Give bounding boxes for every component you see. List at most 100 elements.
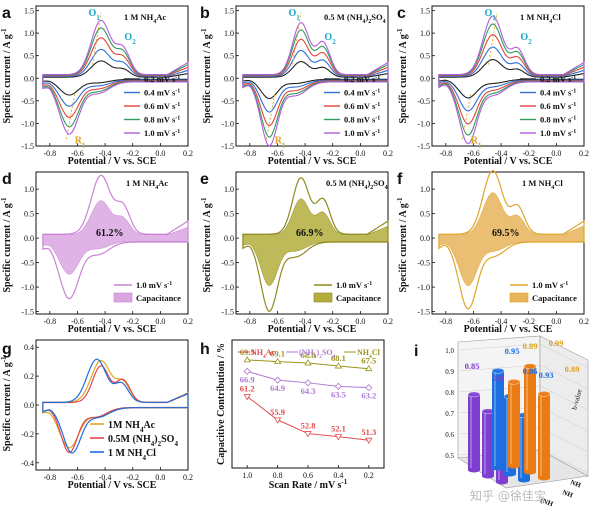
bar-value-label: 0.85	[465, 361, 480, 371]
text-span: (NH	[299, 348, 314, 357]
text-span: 4	[174, 440, 178, 448]
capacitance-percentage: 66.9%	[296, 228, 324, 239]
text-span: Ac	[158, 178, 168, 188]
x-axis-title: Potential / V vs. SCE	[464, 156, 553, 167]
cylinder-base	[496, 479, 508, 485]
text-span: -1	[396, 28, 404, 34]
legend-label: 1M NH4Ac	[108, 420, 156, 434]
bar-value-label: 0.93	[539, 370, 554, 380]
text-span: Cl	[552, 12, 561, 22]
data-label: 51.3	[361, 427, 376, 437]
data-label: 64.3	[301, 386, 316, 396]
x-tick-label: -0.6	[271, 317, 284, 326]
x-tick-label: -0.6	[71, 473, 84, 482]
capacitive-contribution-panel: 1.0 0.8 0.6 0.4 0.2 61.2 55.9 52.8 52.1 51.3 66.9 6…	[231, 339, 385, 480]
y-tick-label: -1.0	[417, 119, 430, 128]
panel-letter: a	[2, 5, 11, 22]
text-span: 4	[385, 185, 388, 191]
data-label: 52.1	[331, 424, 346, 434]
text-span: -1	[571, 102, 576, 108]
x-tick-label: 0.2	[364, 471, 374, 480]
x-axis-title: Potential / V vs. SCE	[68, 156, 157, 167]
cylinder-base	[492, 465, 504, 471]
text-span: 0.2 mV s	[540, 74, 572, 84]
text-span: O	[289, 8, 297, 19]
text-span: )	[154, 434, 157, 445]
y-tick-label: 0.0	[420, 234, 430, 243]
text-span: Cl	[554, 178, 563, 188]
data-point	[304, 379, 312, 387]
x-tick-label: -0.8	[43, 473, 56, 482]
y-tick-label: 0.0	[420, 74, 430, 83]
text-span: 1	[282, 142, 286, 150]
bar-value-label: 0.89	[565, 364, 580, 374]
text-span: 4	[383, 19, 386, 25]
y-tick-label: -1.5	[221, 308, 234, 317]
data-point	[243, 367, 251, 375]
cylinder-body	[492, 370, 504, 468]
cv-series-line	[42, 358, 189, 454]
cv-panel-g: -0.8 -0.6 -0.4 -0.2 0.0 0.2 0.4 0.2 0.0 -0.2 -0.4 1…	[21, 339, 193, 482]
panel-letter: c	[397, 5, 406, 22]
x-tick-label: -0.4	[299, 317, 312, 326]
grid-line	[457, 343, 541, 351]
text-span: R	[75, 136, 83, 147]
data-point	[365, 364, 373, 372]
plot-frame	[235, 171, 389, 315]
x-tick-label: 0.0	[155, 317, 165, 326]
y-tick-label: -0.4	[21, 459, 34, 468]
x-tick-label: -0.4	[99, 149, 112, 158]
text-span: 1.0 mV s	[532, 280, 564, 290]
text-span: 4	[364, 185, 367, 191]
y-tick-label: -1.5	[21, 308, 34, 317]
x-tick-label: 0.4	[333, 471, 343, 480]
y-tick-label: 0.5	[224, 210, 234, 219]
peak-trend-line	[488, 12, 498, 65]
y-tick-label: -1.0	[417, 283, 430, 292]
cylinder-body	[524, 366, 536, 472]
capacitance-percentage: 61.2%	[96, 228, 124, 239]
panel-letter: d	[2, 171, 12, 188]
text-span: Ac	[266, 348, 276, 357]
legend-label: 1.0 mV s-1	[344, 128, 380, 138]
text-span: 2	[132, 38, 136, 46]
text-span: 4	[362, 19, 365, 25]
x-tick-label: -0.8	[243, 149, 256, 158]
y-tick-label: 0.4	[24, 343, 34, 352]
text-span: R	[275, 136, 283, 147]
text-span: 1	[82, 142, 86, 150]
peak-trend-line	[292, 12, 302, 65]
data-point	[273, 357, 282, 365]
text-span: -1	[200, 28, 208, 34]
text-span: 0.6 mV s	[144, 101, 176, 111]
y-axis-title: Specific current / A g-1	[396, 28, 409, 124]
text-span: 4	[549, 19, 552, 25]
legend-label: Capacitance	[336, 293, 381, 303]
y-tick-label: 0.2	[24, 372, 34, 381]
data-point	[304, 359, 312, 366]
text-span: 1 M NH	[108, 448, 143, 459]
y-axis-title: Specific current / A g-1	[0, 28, 13, 124]
x-axis-title: Potential / V vs. SCE	[268, 156, 357, 167]
cylinder-body	[508, 381, 520, 466]
text-span: -1	[571, 75, 576, 81]
y-tick-label: 0.5	[420, 210, 430, 219]
text-span: O	[324, 32, 332, 43]
x-tick-label: 0.0	[551, 317, 561, 326]
y-tick-label: -0.5	[21, 97, 34, 106]
y-tick-label: -1.5	[21, 142, 34, 151]
text-span: 4	[263, 354, 266, 360]
text-span: )	[367, 178, 370, 188]
x-tick-label: 0.6	[303, 471, 313, 480]
text-span: 1 M NH	[522, 178, 552, 188]
x-tick-label: -0.4	[495, 317, 508, 326]
text-span: Cl	[146, 448, 156, 459]
x-tick-label: 0.2	[183, 317, 193, 326]
cylinder-highlight	[494, 372, 496, 466]
legend-label: 0.4 mV s-1	[344, 88, 380, 98]
text-span: -1	[341, 478, 347, 486]
text-span: -1	[175, 89, 180, 95]
legend-swatch	[509, 292, 529, 303]
text-span: 1.0 mV s	[344, 128, 376, 138]
legend-label: 0.5M (NH4)2SO4	[108, 434, 178, 448]
